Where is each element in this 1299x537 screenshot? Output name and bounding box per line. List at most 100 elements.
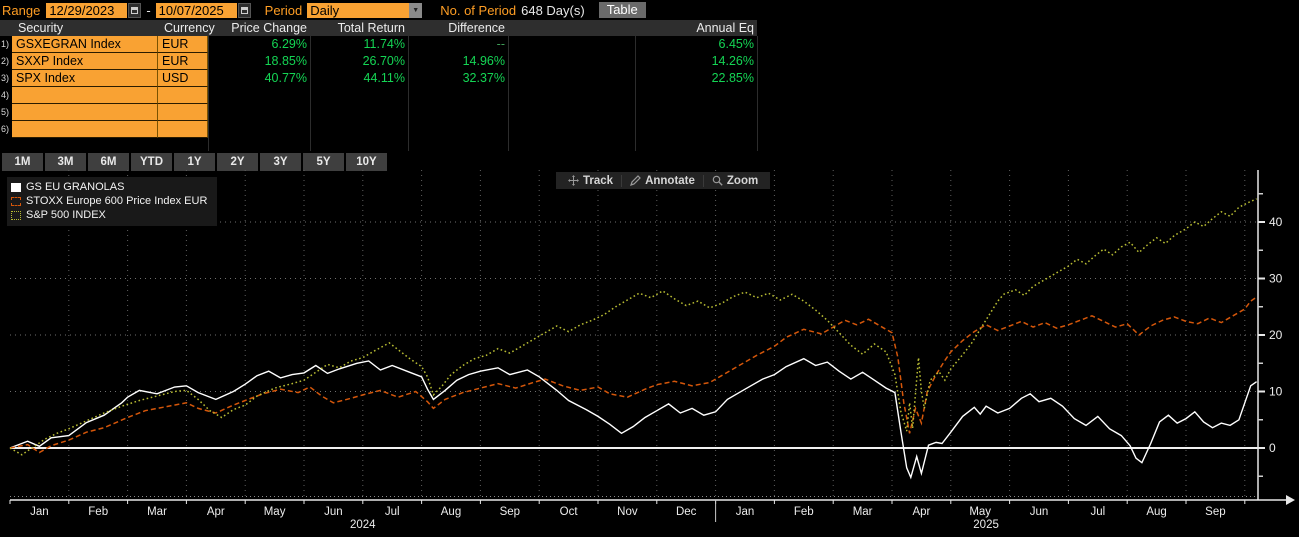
x-axis-arrow-icon [1286,495,1295,505]
legend-item[interactable]: GS EU GRANOLAS [11,180,207,194]
calendar-icon[interactable] [128,2,142,18]
legend-label: STOXX Europe 600 Price Index EUR [26,195,208,207]
security-field[interactable]: SXXP Index [12,53,158,70]
period-dropdown[interactable]: Daily ▼ [307,2,423,18]
legend-swatch-icon [11,196,21,206]
row-number: 5) [1,107,10,117]
table-gridline [208,36,209,151]
comparison-chart[interactable]: 0 10 20 30 40 Jan Feb Mar Apr May Jun Jul Aug Sep Oct N… [0,170,1299,537]
currency-field[interactable] [158,104,208,121]
row-number: 6) [1,124,10,134]
x-axis-month-label: Feb [794,506,814,518]
annual-eq-value: 14.26% [711,54,754,68]
x-axis-month-label: Jan [736,506,755,518]
range-button-ytd[interactable]: YTD [131,153,172,171]
table-row: 6) [0,121,757,138]
table-gridline [757,36,758,151]
track-button[interactable]: Track [560,173,621,188]
series-line [9,198,1257,456]
y-tick-label: 40 [1269,215,1283,229]
col-header-price-change: Price Change [231,21,307,35]
currency-field[interactable] [158,121,208,138]
calendar-icon[interactable] [237,2,251,18]
annotate-label: Annotate [645,174,695,187]
legend-swatch-icon [11,182,21,192]
x-axis-month-label: Apr [912,506,930,518]
price-change-value: 18.85% [264,54,307,68]
x-axis-month-label: May [969,506,991,518]
x-axis-month-label: Jul [1090,506,1105,518]
currency-field[interactable]: EUR [158,53,208,70]
x-axis-month-label: May [264,506,286,518]
x-axis-month-label: Mar [147,506,167,518]
security-field[interactable] [12,121,158,138]
table-gridline [508,36,509,151]
currency-field[interactable]: USD [158,70,208,87]
date-to-field[interactable]: 10/07/2025 [155,2,237,18]
zoom-label: Zoom [726,174,759,187]
difference-value: -- [496,37,505,51]
legend-label: S&P 500 INDEX [26,209,106,221]
table-row: 3) SPX Index USD 40.77% 44.11% 32.37% 22… [0,70,757,87]
security-field[interactable]: SPX Index [12,70,158,87]
chart-legend: GS EU GRANOLAS STOXX Europe 600 Price Ind… [7,177,218,226]
series-line [9,296,1258,454]
zoom-button[interactable]: Zoom [704,173,766,188]
x-axis-month-label: Sep [500,506,520,518]
range-button-3y[interactable]: 3Y [260,153,301,171]
y-tick-label: 0 [1269,441,1276,455]
total-return-value [310,121,408,138]
col-header-annual-eq: Annual Eq [696,21,754,35]
price-change-value [208,87,310,104]
col-header-total-return: Total Return [337,21,405,35]
table-header: Security Currency Price Change Total Ret… [0,20,757,36]
legend-item[interactable]: STOXX Europe 600 Price Index EUR [11,194,207,208]
x-axis-month-label: Apr [207,506,225,518]
chart-toolbar: Track Annotate Zoom [556,172,771,189]
row-number: 4) [1,90,10,100]
currency-field[interactable] [158,87,208,104]
legend-item[interactable]: S&P 500 INDEX [11,208,207,222]
date-from-field[interactable]: 12/29/2023 [46,2,128,18]
y-tick-label: 10 [1269,385,1283,399]
total-return-value [310,104,408,121]
range-button-6m[interactable]: 6M [88,153,129,171]
legend-label: GS EU GRANOLAS [26,181,125,193]
table-gridline [408,36,409,151]
x-axis-month-label: Jun [324,506,343,518]
range-button-10y[interactable]: 10Y [346,153,387,171]
x-axis-month-label: Jul [385,506,400,518]
range-button-1y[interactable]: 1Y [174,153,215,171]
num-period-value: 648 Day(s) [521,2,585,18]
security-field[interactable] [12,87,158,104]
x-axis-year-label: 2025 [973,519,999,531]
security-field[interactable] [12,104,158,121]
total-return-value [310,87,408,104]
table-gridline [635,36,636,151]
x-axis-month-label: Feb [88,506,108,518]
range-toolbar: Range 12/29/2023 - 10/07/2025 Period Dai… [0,0,1299,20]
x-axis-month-label: Jan [30,506,49,518]
annotate-button[interactable]: Annotate [622,173,703,188]
range-button-2y[interactable]: 2Y [217,153,258,171]
security-field[interactable]: GSXEGRAN Index [12,36,158,53]
table-row: 4) [0,87,757,104]
range-button-bar: 1M 3M 6M YTD 1Y 2Y 3Y 5Y 10Y [2,153,387,171]
series-line [9,357,1257,480]
range-label: Range [2,2,41,18]
price-change-value: 6.29% [271,37,307,51]
difference-value [408,87,508,104]
range-button-5y[interactable]: 5Y [303,153,344,171]
table-button[interactable]: Table [598,2,646,18]
date-separator: - [146,2,151,18]
track-icon [568,175,579,186]
period-label: Period [264,2,303,18]
row-number: 1) [1,39,10,49]
range-button-3m[interactable]: 3M [45,153,86,171]
period-value: Daily [310,2,340,18]
range-button-1m[interactable]: 1M [2,153,43,171]
annual-eq-value [635,121,757,138]
chevron-down-icon[interactable]: ▼ [409,2,423,18]
row-number: 2) [1,56,10,66]
currency-field[interactable]: EUR [158,36,208,53]
